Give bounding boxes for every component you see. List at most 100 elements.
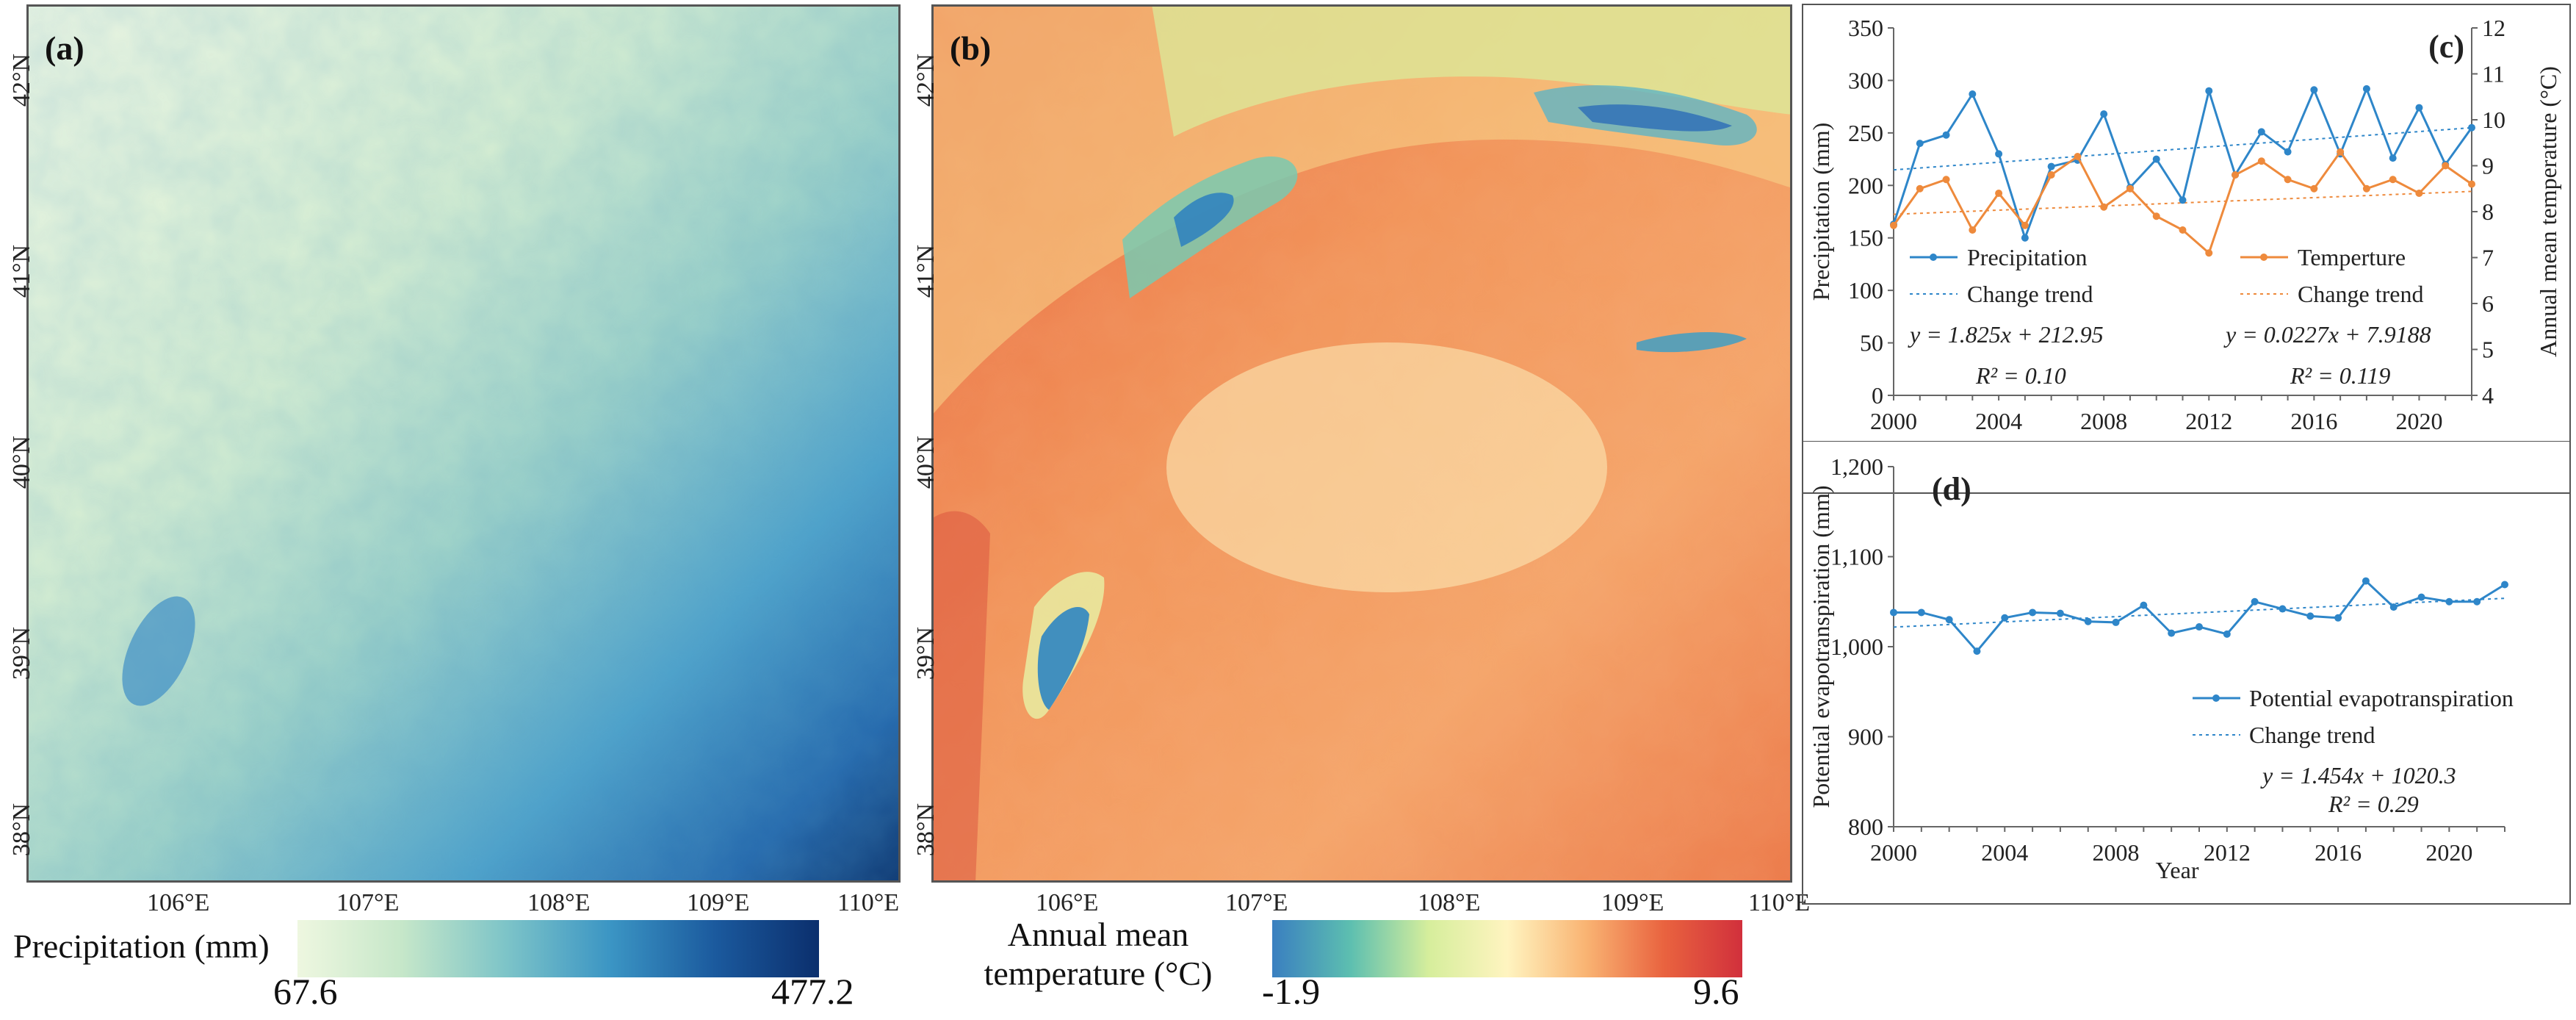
d-pet-point bbox=[2196, 623, 2203, 631]
c-precip-trend-line bbox=[1893, 126, 2472, 171]
panel-c-label: (c) bbox=[2428, 29, 2464, 65]
c-legend-precip-marker bbox=[1930, 254, 1937, 261]
c-temp-point bbox=[2021, 221, 2029, 229]
legend-b-title-line2: temperature (°C) bbox=[984, 954, 1213, 992]
c-temp-equation: y = 0.0227x + 7.9188 bbox=[2223, 321, 2431, 348]
c-temp-point bbox=[2100, 203, 2108, 211]
d-x-tick-label: 2020 bbox=[2425, 839, 2472, 866]
c-y-tick-label: 50 bbox=[1860, 330, 1883, 356]
d-pet-point bbox=[1917, 608, 1925, 617]
c-temp-point bbox=[2205, 249, 2213, 257]
d-pet-point bbox=[2389, 603, 2398, 611]
c-temp-point bbox=[2284, 176, 2292, 184]
c-y2-tick-label: 6 bbox=[2482, 290, 2494, 317]
d-y-tick-label: 900 bbox=[1848, 724, 1883, 750]
c-legend-temp-marker bbox=[2260, 254, 2267, 261]
d-r2: R² = 0.29 bbox=[2328, 791, 2419, 817]
c-y-tick-label: 250 bbox=[1848, 120, 1883, 146]
d-x-tick-label: 2004 bbox=[1981, 839, 2028, 866]
d-x-tick-label: 2000 bbox=[1870, 839, 1917, 866]
c-y-tick-label: 350 bbox=[1848, 15, 1883, 41]
lat-label-a-40: 40°N bbox=[8, 435, 36, 489]
c-y2-tick-label: 5 bbox=[2482, 337, 2494, 363]
d-pet-point bbox=[2223, 630, 2231, 638]
lat-label-a-38: 38°N bbox=[8, 802, 36, 857]
precipitation-map: (a) bbox=[26, 4, 901, 883]
c-temp-point bbox=[2310, 184, 2318, 193]
c-ylabel: Precipitation (mm) bbox=[1808, 123, 1834, 301]
c-temp-point bbox=[2152, 212, 2160, 220]
legend-b-max: 9.6 bbox=[1693, 971, 1739, 1012]
c-precip-point bbox=[2310, 86, 2318, 94]
c-y-tick-label: 0 bbox=[1872, 382, 1883, 409]
d-pet-point bbox=[1890, 608, 1897, 617]
d-x-tick-label: 2016 bbox=[2315, 839, 2362, 866]
c-temp-point bbox=[1942, 176, 1950, 184]
c-legend-temp-trend-label: Change trend bbox=[2298, 281, 2424, 307]
c-precip-r2: R² = 0.10 bbox=[1975, 362, 2066, 389]
legend-b-title-line1: Annual mean bbox=[1007, 916, 1189, 953]
panel-b-label: (b) bbox=[950, 29, 992, 67]
c-temp-point bbox=[2047, 171, 2055, 179]
d-xlabel: Year bbox=[2156, 857, 2199, 883]
chart-c: 0 50 100 150 200 250 300 350 4 5 6 7 8 9 10 11 12 2000 200… bbox=[1802, 4, 2571, 494]
d-pet-point bbox=[2029, 608, 2037, 617]
c-precip-point bbox=[1969, 90, 1977, 98]
d-legend-trend-label: Change trend bbox=[2249, 722, 2375, 748]
c-precip-point bbox=[2362, 85, 2370, 93]
c-y-tick-label: 200 bbox=[1848, 172, 1883, 198]
panel-d-label: (d) bbox=[1932, 471, 1971, 507]
c-temp-point bbox=[2126, 184, 2134, 193]
d-x-tick-label: 2012 bbox=[2204, 839, 2251, 866]
c-y-tick-label: 100 bbox=[1848, 277, 1883, 304]
lat-label-a-39: 39°N bbox=[8, 626, 36, 680]
c-x-tick-label: 2004 bbox=[1975, 408, 2022, 434]
d-legend-pet-marker bbox=[2212, 694, 2220, 702]
d-pet-line bbox=[1894, 579, 2505, 653]
c-precip-point bbox=[1916, 140, 1924, 148]
d-x-tick-label: 2008 bbox=[2093, 839, 2140, 866]
lat-label-b-41: 41°N bbox=[912, 244, 940, 298]
c-y2-tick-label: 11 bbox=[2482, 61, 2505, 87]
c-precip-point bbox=[2389, 154, 2397, 162]
c-precip-point bbox=[2179, 196, 2187, 204]
legend-b-title: Annual mean temperature (°C) bbox=[977, 916, 1219, 994]
legend-b-min: -1.9 bbox=[1262, 971, 1321, 1012]
lon-label-b-106: 106°E bbox=[1036, 889, 1099, 916]
lon-label-a-108: 108°E bbox=[527, 889, 591, 916]
d-pet-point bbox=[2501, 581, 2508, 589]
lon-label-b-109: 109°E bbox=[1601, 889, 1664, 916]
c-precip-point bbox=[2100, 110, 2108, 118]
temperature-map: (b) bbox=[931, 4, 1792, 883]
c-y2label: Annual mean temperature (°C) bbox=[2535, 66, 2561, 357]
d-pet-point bbox=[2473, 597, 2481, 606]
d-y-tick-label: 800 bbox=[1848, 814, 1883, 840]
c-y2-tick-label: 10 bbox=[2482, 107, 2505, 133]
lat-label-b-40: 40°N bbox=[912, 435, 940, 489]
c-temp-point bbox=[1916, 184, 1924, 193]
lon-label-a-110: 110°E bbox=[837, 889, 900, 916]
c-precip-point bbox=[1942, 131, 1950, 139]
precipitation-raster bbox=[29, 7, 898, 880]
d-pet-point bbox=[2140, 601, 2148, 609]
d-y-tick-label: 1,200 bbox=[1830, 453, 1883, 480]
c-temp-point bbox=[2257, 157, 2265, 165]
c-y-tick-label: 300 bbox=[1848, 67, 1883, 93]
lon-label-a-107: 107°E bbox=[336, 889, 400, 916]
c-temp-point bbox=[2232, 171, 2240, 179]
c-legend-precip-label: Precipitation bbox=[1967, 244, 2088, 270]
c-y-tick-label: 150 bbox=[1848, 225, 1883, 251]
d-pet-point bbox=[2334, 614, 2342, 622]
d-pet-point bbox=[2084, 617, 2092, 625]
lat-label-b-39: 39°N bbox=[912, 626, 940, 680]
d-y-tick-label: 1,100 bbox=[1830, 544, 1883, 570]
c-temp-point bbox=[2362, 184, 2370, 193]
d-equation: y = 1.454x + 1020.3 bbox=[2260, 762, 2456, 789]
c-y2-tick-label: 12 bbox=[2482, 15, 2505, 41]
c-temp-r2: R² = 0.119 bbox=[2290, 362, 2390, 389]
d-pet-point bbox=[2417, 593, 2425, 601]
lat-label-a-42: 42°N bbox=[8, 53, 36, 107]
d-pet-point bbox=[2279, 605, 2287, 613]
legend-a-min: 67.6 bbox=[273, 971, 338, 1012]
chart-d: 800 900 1,000 1,100 1,200 2000 2004 2008 2012 201… bbox=[1802, 441, 2571, 905]
